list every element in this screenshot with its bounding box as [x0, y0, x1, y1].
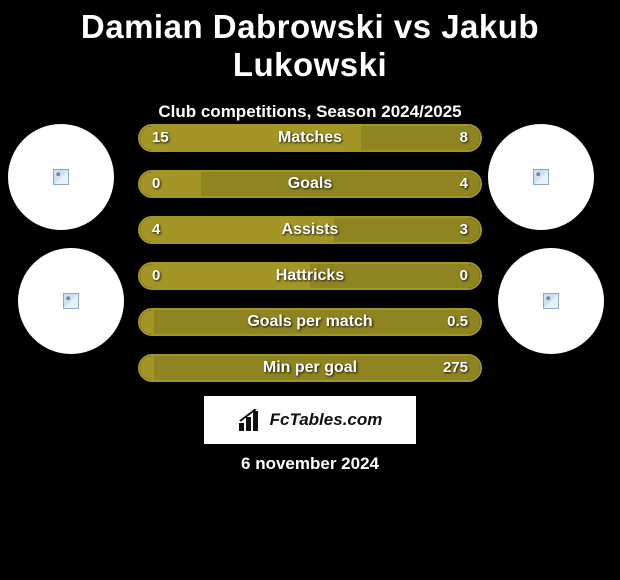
logo-text: FcTables.com — [270, 410, 383, 430]
avatar-player1-photo — [18, 248, 124, 354]
placeholder-icon — [543, 293, 559, 309]
stat-bar: Goals0 4 — [138, 170, 482, 198]
stat-value-left: 0 — [152, 264, 160, 288]
stat-bar: Goals per match0.5 — [138, 308, 482, 336]
fctables-logo: FcTables.com — [204, 396, 416, 444]
stat-label: Goals — [140, 172, 480, 196]
placeholder-icon — [533, 169, 549, 185]
avatar-player1-club — [8, 124, 114, 230]
avatar-player2-photo — [498, 248, 604, 354]
avatar-player2-club — [488, 124, 594, 230]
snapshot-date: 6 november 2024 — [0, 454, 620, 474]
logo-bars-icon — [238, 409, 264, 431]
stat-value-right: 275 — [443, 356, 468, 380]
page-title: Damian Dabrowski vs Jakub Lukowski — [0, 0, 620, 84]
placeholder-icon — [63, 293, 79, 309]
stat-value-right: 8 — [460, 126, 468, 150]
stat-label: Matches — [140, 126, 480, 150]
stat-value-left: 15 — [152, 126, 169, 150]
stat-bar: Min per goal275 — [138, 354, 482, 382]
page-subtitle: Club competitions, Season 2024/2025 — [0, 102, 620, 122]
stat-value-left: 0 — [152, 172, 160, 196]
stat-bar: Assists4 3 — [138, 216, 482, 244]
stat-bar: Hattricks0 0 — [138, 262, 482, 290]
stat-value-right: 4 — [460, 172, 468, 196]
stat-label: Goals per match — [140, 310, 480, 334]
stat-label: Assists — [140, 218, 480, 242]
stat-label: Hattricks — [140, 264, 480, 288]
stat-value-right: 0 — [460, 264, 468, 288]
stat-value-right: 3 — [460, 218, 468, 242]
stat-value-right: 0.5 — [447, 310, 468, 334]
placeholder-icon — [53, 169, 69, 185]
stat-label: Min per goal — [140, 356, 480, 380]
stats-bar-group: Matches158Goals04Assists43Hattricks00Goa… — [138, 124, 482, 400]
stat-bar: Matches15 8 — [138, 124, 482, 152]
stat-value-left: 4 — [152, 218, 160, 242]
